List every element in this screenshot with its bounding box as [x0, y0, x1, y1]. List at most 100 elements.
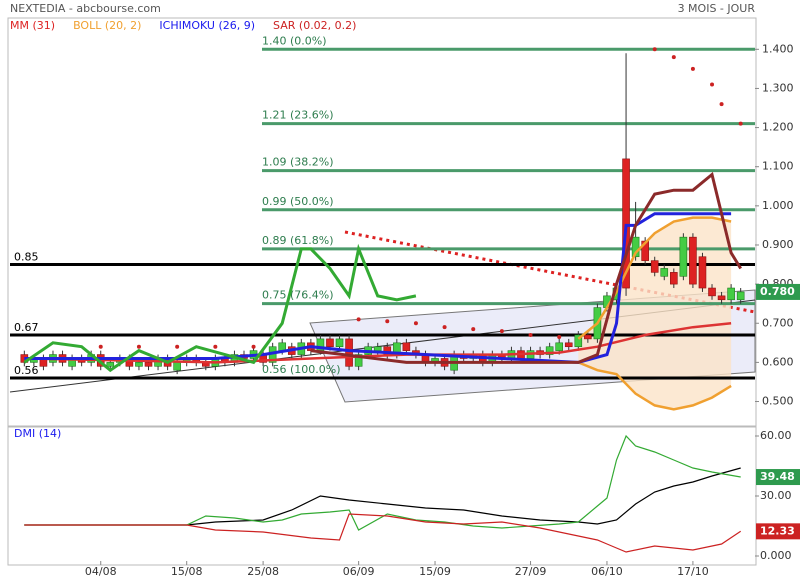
- sar-dot: [413, 321, 418, 326]
- last-value-label: 39.48: [760, 470, 795, 483]
- candle-body: [698, 256, 707, 289]
- y-tick-label: 0.900: [762, 238, 794, 251]
- price-level-label: 0.56: [14, 364, 39, 377]
- indicator-line: [577, 361, 732, 411]
- sar-dot: [442, 325, 447, 330]
- sar-dot: [738, 121, 743, 126]
- candle-body: [354, 354, 363, 367]
- candle-body: [335, 338, 344, 348]
- candle-body: [345, 338, 353, 367]
- y-tick-label: 1.300: [762, 81, 794, 94]
- fibonacci-label: 0.89 (61.8%): [262, 234, 334, 247]
- sar-dot: [710, 82, 715, 87]
- candle-body: [689, 236, 697, 285]
- candle-body: [278, 342, 287, 351]
- source: NEXTEDIA - abcbourse.com: [10, 2, 161, 15]
- last-value-label: 12.33: [760, 524, 795, 537]
- candle-body: [650, 260, 659, 273]
- indicator-line: [24, 513, 742, 553]
- sar-dot: [251, 344, 256, 349]
- fibonacci-label: 0.56 (100.0%): [262, 363, 341, 376]
- y-tick-label: 60.00: [760, 429, 792, 442]
- candle-body: [727, 287, 735, 301]
- last-price-box: [756, 283, 800, 300]
- legend-entry: ICHIMOKU (26, 9): [159, 19, 255, 32]
- candle-body: [402, 342, 411, 351]
- candle-body: [717, 295, 726, 301]
- y-tick-label: 30.00: [760, 489, 792, 502]
- x-tick-label: 06/09: [343, 565, 375, 578]
- last-price-label: 0.780: [760, 285, 795, 298]
- candle-body: [584, 334, 592, 340]
- x-tick-label: 06/10: [591, 565, 623, 578]
- legend-entry: SAR (0.02, 0.2): [273, 19, 356, 32]
- x-tick-label: 15/08: [171, 565, 203, 578]
- y-tick-label: 0.000: [760, 549, 792, 562]
- sar-dot: [671, 55, 676, 60]
- indicator-line: [24, 434, 741, 531]
- fibonacci-label: 1.09 (38.2%): [262, 156, 334, 169]
- indicator-line: [577, 216, 732, 340]
- x-tick-label: 27/09: [515, 565, 547, 578]
- candle-body: [660, 268, 669, 277]
- y-tick-label: 1.200: [762, 121, 794, 134]
- sar-dot: [471, 327, 476, 332]
- y-tick-label: 0.500: [762, 395, 794, 408]
- period: 3 MOIS - JOUR: [678, 2, 756, 15]
- sar-dot: [719, 102, 724, 107]
- candle-body: [135, 362, 143, 367]
- sar-dot: [652, 47, 657, 52]
- indicator-line: [24, 212, 732, 364]
- sar-dot: [557, 334, 562, 339]
- candle-body: [708, 287, 716, 297]
- legend-entry: BOLL (20, 2): [73, 19, 141, 32]
- y-tick-label: 1.100: [762, 160, 794, 173]
- indicator-line: [310, 171, 742, 364]
- x-tick-label: 15/09: [419, 565, 451, 578]
- candle-body: [106, 362, 115, 367]
- candle-body: [622, 158, 630, 289]
- candle-body: [173, 362, 181, 371]
- x-tick-label: 17/10: [677, 565, 709, 578]
- candle-body: [564, 342, 573, 348]
- y-tick-label: 0.600: [762, 355, 794, 368]
- last-value-box: [756, 469, 800, 486]
- candle-body: [631, 236, 640, 258]
- sar-dot: [175, 344, 180, 349]
- candle-body: [641, 240, 649, 261]
- sar-dot: [213, 344, 218, 349]
- dmi-title: DMI (14): [14, 427, 61, 440]
- sar-dot: [385, 319, 390, 324]
- x-tick-label: 04/08: [85, 565, 117, 578]
- last-value-box: [756, 523, 800, 540]
- fibonacci-label: 1.21 (23.6%): [262, 109, 334, 122]
- price-level-label: 0.85: [14, 251, 39, 264]
- candle-body: [373, 346, 382, 351]
- fibonacci-label: 0.99 (50.0%): [262, 195, 334, 208]
- candle-body: [670, 272, 678, 285]
- x-tick-label: 25/08: [247, 565, 279, 578]
- legend-entry: MM (31): [10, 19, 55, 32]
- fibonacci-label: 1.40 (0.0%): [262, 34, 327, 47]
- y-tick-label: 1.000: [762, 199, 794, 212]
- candle-body: [326, 338, 334, 348]
- sar-dot: [499, 329, 504, 334]
- sar-dot: [356, 317, 361, 322]
- candle-body: [545, 346, 554, 355]
- sar-dot: [690, 66, 695, 71]
- dmi-frame: [7, 426, 757, 566]
- candle-body: [574, 334, 583, 348]
- candle-body: [144, 362, 153, 367]
- sar-dot: [98, 344, 103, 349]
- candle-body: [555, 342, 563, 351]
- sar-dot: [528, 332, 533, 337]
- indicator-line: [24, 322, 732, 364]
- y-tick-label: 1.400: [762, 42, 794, 55]
- indicator-line: [23, 243, 417, 373]
- candle-body: [679, 236, 688, 277]
- y-tick-label: 0.700: [762, 316, 794, 329]
- candle-body: [736, 291, 745, 301]
- sar-dot: [136, 344, 141, 349]
- indicator-line: [24, 467, 741, 526]
